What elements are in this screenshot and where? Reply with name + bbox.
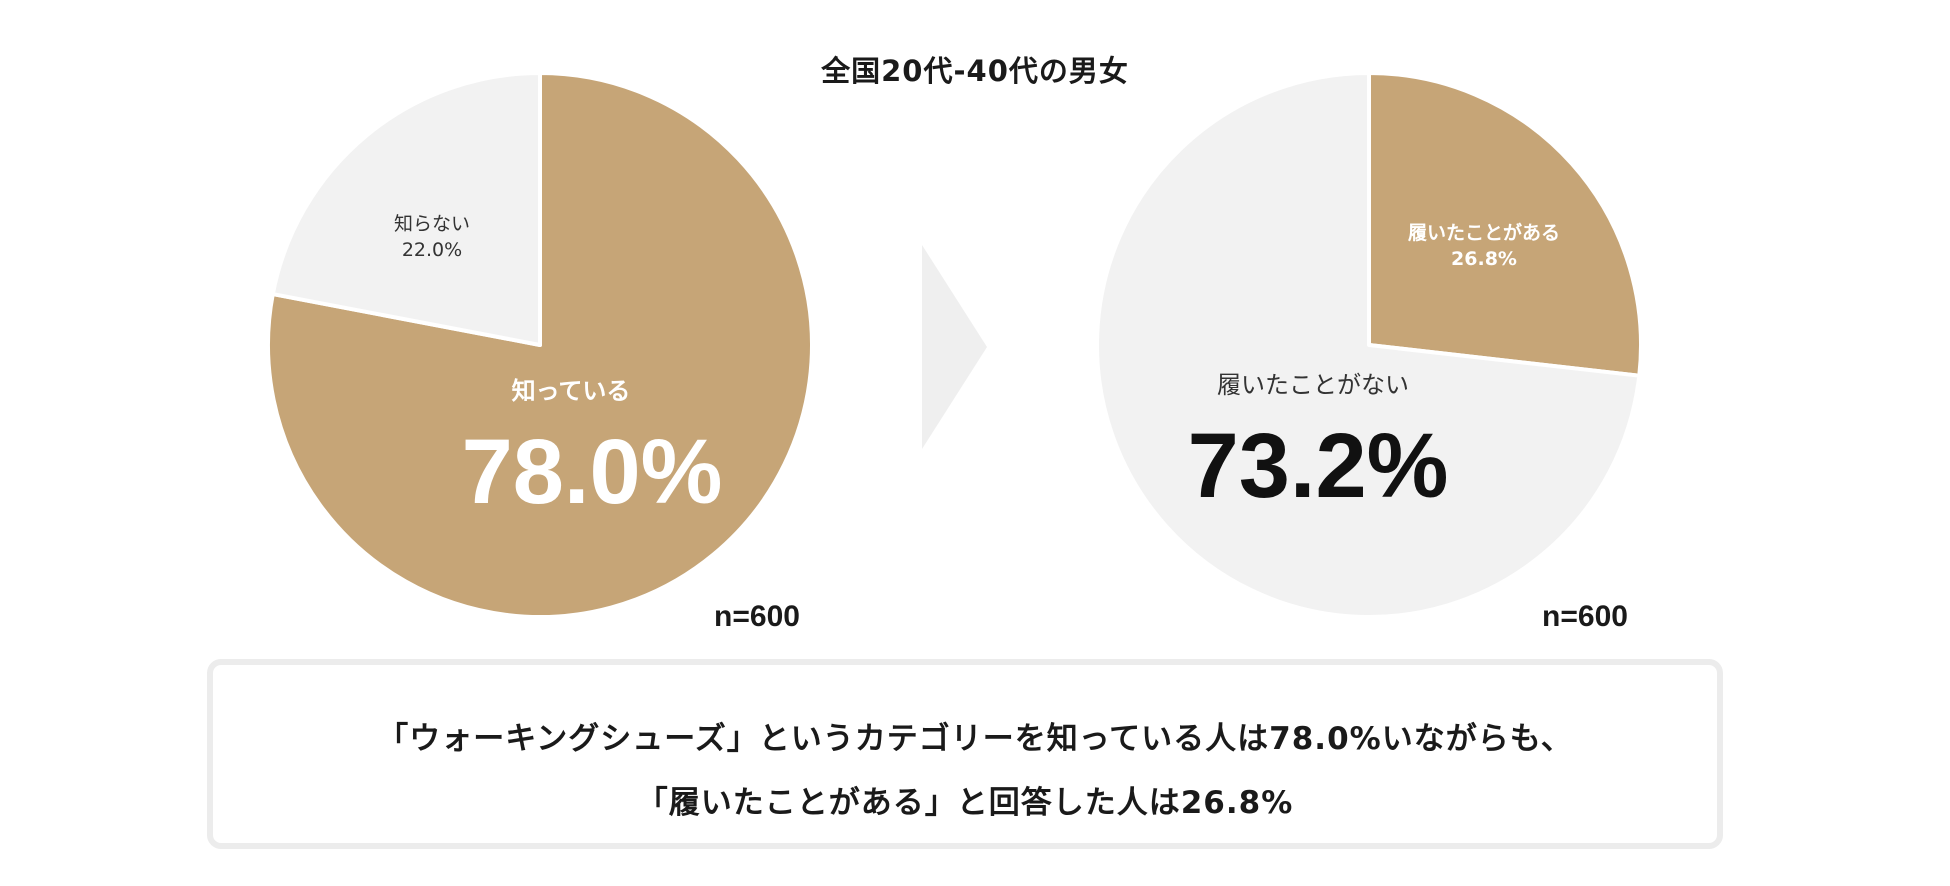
sample-size-2: n=600 — [1542, 600, 1628, 633]
value-dont-know: 22.0% — [402, 239, 462, 261]
summary-box: 「ウォーキングシューズ」というカテゴリーを知っている人は78.0%いながらも、 … — [207, 659, 1723, 849]
slice-dont-know — [270, 71, 542, 347]
value-know: 78.0% — [462, 421, 723, 523]
slice-have-worn — [1367, 71, 1643, 378]
summary-line-2: 「履いたことがある」と回答した人は26.8% — [636, 785, 1294, 821]
label-know: 知っている — [512, 377, 631, 405]
arrow-right-icon — [922, 245, 987, 449]
label-have-worn: 履いたことがある — [1408, 221, 1560, 244]
sample-size-1: n=600 — [714, 600, 800, 633]
page-title: 全国20代-40代の男女 — [821, 54, 1129, 88]
experience-pie-chart: 履いたことがある 26.8% 履いたことがない 73.2% n=600 — [1095, 71, 1643, 633]
awareness-pie-chart: 知らない 22.0% 知っている 78.0% n=600 — [266, 71, 814, 633]
summary-line-1: 「ウォーキングシューズ」というカテゴリーを知っている人は78.0%いながらも、 — [377, 721, 1573, 757]
slice-never-worn — [1095, 71, 1642, 619]
label-dont-know: 知らない — [394, 213, 470, 235]
value-have-worn: 26.8% — [1451, 248, 1517, 270]
label-never-worn: 履いたことがない — [1217, 371, 1409, 399]
value-never-worn: 73.2% — [1188, 415, 1449, 517]
